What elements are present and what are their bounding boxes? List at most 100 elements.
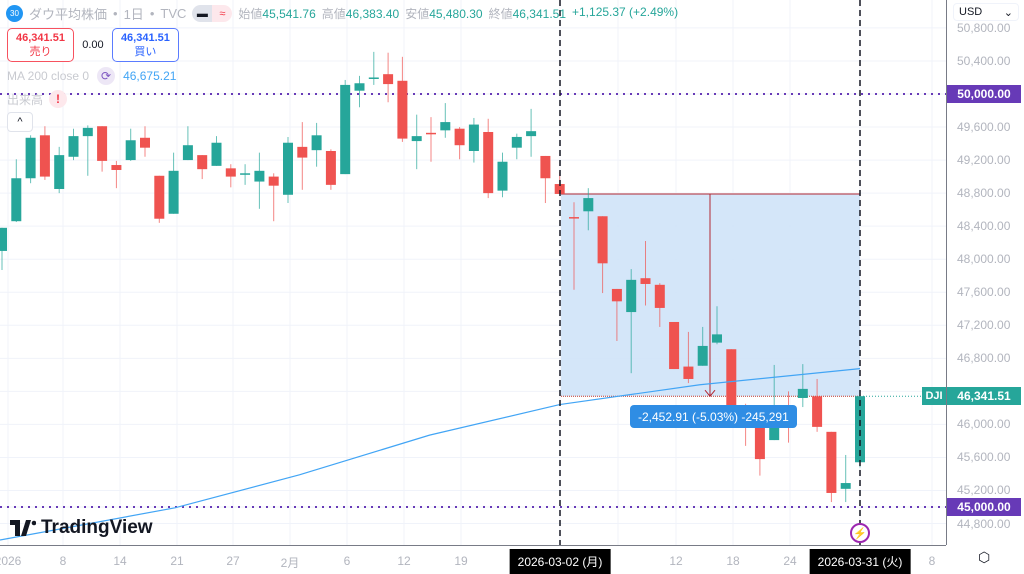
candle [754, 426, 765, 460]
alert-low-tag[interactable]: 45,000.00 [947, 498, 1021, 516]
sell-button[interactable]: 46,341.51 売り [7, 28, 74, 62]
price-chart[interactable] [0, 0, 946, 545]
candle [154, 175, 165, 219]
buy-button[interactable]: 46,341.51 買い [111, 28, 179, 62]
volume-legend[interactable]: 出来高 ! [7, 90, 68, 108]
symbol-name[interactable]: ダウ平均株価 [29, 7, 108, 22]
candle [497, 161, 508, 191]
candle [597, 216, 608, 264]
currency-select[interactable]: USD ⌄ [953, 3, 1019, 21]
separator: • [113, 6, 118, 21]
refresh-icon[interactable]: ⟳ [97, 67, 116, 85]
candle [197, 155, 208, 170]
tradingview-logo[interactable]: TradingView [10, 517, 153, 539]
candle [297, 146, 308, 158]
time-tick: 27 [226, 554, 240, 568]
source: TVC [160, 6, 187, 21]
price-tick: 50,800.00 [957, 20, 1011, 35]
candle [0, 227, 7, 251]
start-date-tag: 2026-03-02 (月) [509, 549, 611, 574]
candle [283, 142, 293, 195]
wave-icon[interactable]: ≈ [212, 5, 233, 22]
price-tick: 46,800.00 [957, 351, 1011, 366]
volume-label: 出来高 [7, 92, 44, 107]
price-tick: 44,800.00 [957, 516, 1011, 531]
ma-value: 46,675.21 [123, 69, 177, 83]
price-tick: 47,600.00 [957, 285, 1011, 300]
price-tick: 49,600.00 [957, 120, 1011, 135]
candle [640, 278, 651, 284]
chevron-down-icon: ⌄ [1003, 6, 1013, 19]
measure-label: -2,452.91 (-5.03%) -245,291 [630, 405, 797, 428]
candle [225, 168, 236, 177]
candle [826, 431, 837, 493]
candle [683, 366, 694, 379]
lightning-icon[interactable]: ⚡ [850, 523, 870, 543]
candle [97, 126, 108, 161]
symbol-tag: DJI [922, 387, 946, 406]
change-value: +1,125.37 (+2.49%) [572, 5, 679, 19]
candle [855, 396, 865, 463]
candle [39, 135, 50, 177]
time-tick: 21 [170, 554, 184, 568]
candle [712, 334, 722, 343]
candle [211, 142, 222, 166]
price-tick: 45,600.00 [957, 450, 1011, 465]
candle [540, 155, 551, 179]
candle [383, 74, 394, 85]
interval[interactable]: 1日 [123, 7, 144, 22]
minus-icon[interactable]: ▬ [192, 5, 213, 22]
time-tick: 12 [397, 554, 411, 568]
candle [411, 136, 422, 142]
ma200-line [0, 368, 861, 541]
time-tick: 2月 [280, 556, 300, 570]
candle [468, 124, 479, 151]
candle [812, 396, 823, 427]
time-tick: 8 [59, 554, 67, 568]
current-price-tag[interactable]: 46,341.51 [947, 387, 1021, 406]
ma-legend[interactable]: MA 200 close 0 ⟳ 46,675.21 [7, 67, 176, 85]
price-tick: 47,200.00 [957, 318, 1011, 333]
legend-toggle[interactable]: ▬ ≈ [192, 5, 233, 22]
price-tick: 50,400.00 [957, 53, 1011, 68]
candle [483, 131, 494, 194]
ohlc-values: 始値45,541.76 高値46,383.40 安値45,480.30 終値46… [238, 5, 679, 21]
settings-icon[interactable]: ⬡ [978, 549, 991, 565]
logo-text: TradingView [41, 517, 153, 538]
candle [54, 155, 65, 189]
candle [325, 150, 336, 185]
price-axis[interactable]: USD ⌄ 50,800.00 50,400.00 49,600.00 49,200.0… [946, 0, 1024, 545]
candle [25, 137, 36, 179]
time-tick: 14 [113, 554, 127, 568]
candle [182, 145, 193, 161]
time-axis[interactable]: 2026 8 14 21 27 2月 6 12 19 12 18 24 8 2026-03-02 (月) 2… [0, 545, 946, 574]
candle [611, 288, 622, 302]
candle [840, 483, 851, 489]
candle [626, 279, 637, 313]
collapse-legend-button[interactable]: ^ [7, 112, 33, 132]
ma-name: MA 200 close 0 [7, 69, 90, 83]
price-tick: 45,200.00 [957, 483, 1011, 498]
price-tick: 48,800.00 [957, 186, 1011, 201]
time-tick: 6 [343, 554, 351, 568]
candle [68, 136, 79, 157]
candle [240, 173, 251, 175]
candle [697, 345, 708, 366]
candle [797, 388, 808, 398]
time-tick: 24 [783, 554, 797, 568]
time-tick: 2026 [0, 554, 22, 568]
alert-high-tag[interactable]: 50,000.00 [947, 85, 1021, 103]
index-badge: 30 [6, 5, 23, 22]
candle [111, 165, 122, 170]
candle [526, 131, 537, 137]
warning-icon[interactable]: ! [49, 90, 68, 108]
candle [168, 170, 179, 214]
time-tick: 18 [726, 554, 740, 568]
price-tick: 48,000.00 [957, 252, 1011, 267]
price-tick: 46,000.00 [957, 417, 1011, 432]
time-tick: 8 [928, 554, 936, 568]
price-tick: 48,400.00 [957, 219, 1011, 234]
candle [426, 132, 436, 135]
time-tick: 12 [669, 554, 683, 568]
candle [454, 128, 465, 146]
